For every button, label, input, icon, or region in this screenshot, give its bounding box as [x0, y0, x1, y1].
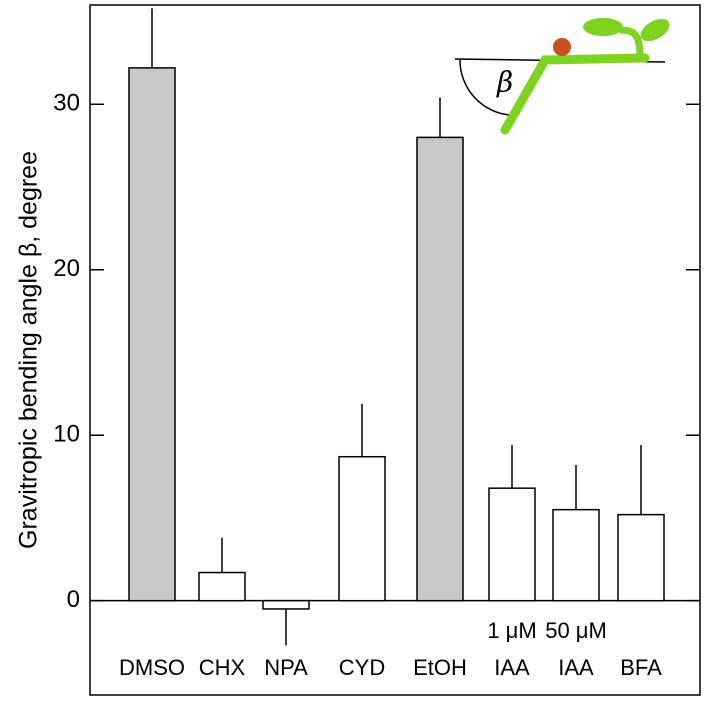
y-tick-label: 10	[53, 421, 80, 448]
bar	[198, 571, 246, 602]
annotation: 1 μM	[487, 618, 536, 643]
bar	[128, 67, 176, 602]
bar	[552, 508, 600, 602]
bar	[262, 599, 310, 610]
bar	[617, 513, 665, 602]
y-tick-label: 20	[53, 255, 80, 282]
x-tick-label: CYD	[339, 655, 385, 680]
x-tick-label: DMSO	[119, 655, 185, 680]
annotation: 50 μM	[545, 618, 607, 643]
x-tick-label: CHX	[199, 655, 246, 680]
bar	[488, 487, 536, 602]
inset-label: β	[496, 66, 513, 99]
x-tick-label: EtOH	[413, 655, 467, 680]
inset-illustration: β	[454, 18, 670, 135]
bar	[338, 455, 386, 602]
x-tick-label: BFA	[620, 655, 662, 680]
y-tick-label: 30	[53, 90, 80, 117]
bar	[416, 136, 464, 602]
y-tick-label: 0	[67, 586, 80, 613]
x-tick-label: IAA	[558, 655, 594, 680]
plot-frame	[89, 4, 701, 696]
x-tick-label: IAA	[494, 655, 530, 680]
y-axis-label: Gravitropic bending angle β, degree	[15, 151, 43, 549]
x-tick-label: NPA	[264, 655, 308, 680]
